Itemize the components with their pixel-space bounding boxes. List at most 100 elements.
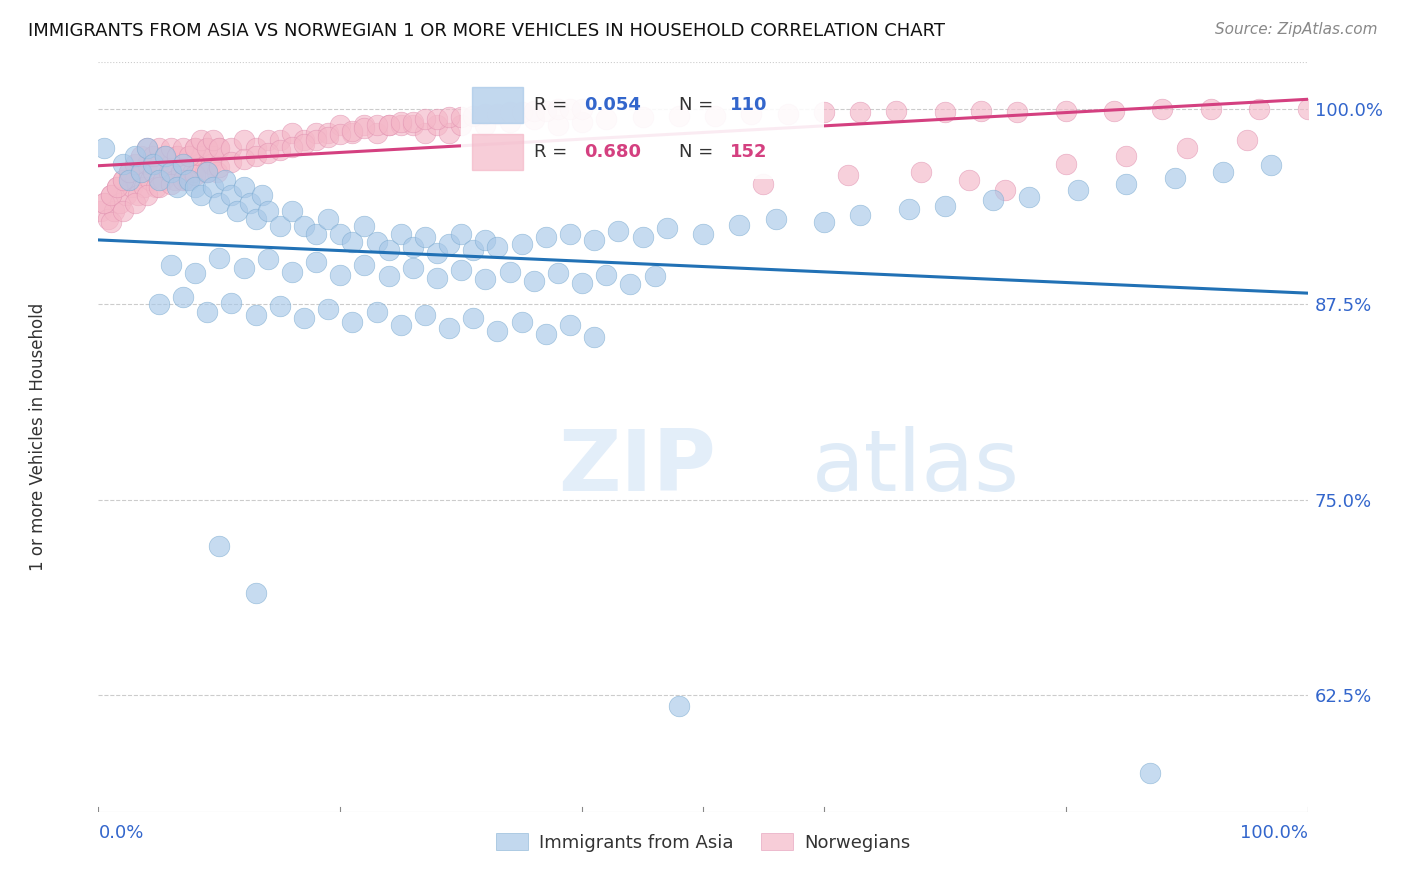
Point [172,157,194,171]
Point [108,196,131,211]
Point [100,215,122,229]
Point [208,160,231,174]
Point [329,128,352,142]
Point [176,172,198,186]
Point [160,164,183,178]
Text: atlas: atlas [811,425,1019,508]
Point [389,318,412,332]
Point [316,126,339,140]
Point [402,261,425,276]
Point [281,203,304,218]
Point [463,108,485,122]
Point [184,141,207,155]
Point [765,211,787,226]
Point [195,164,218,178]
Point [498,115,520,129]
Point [221,188,243,202]
Point [214,172,236,186]
Point [105,180,128,194]
Point [523,103,546,118]
Point [994,184,1017,198]
Point [232,152,254,166]
Point [305,133,328,147]
Point [208,196,231,211]
Point [124,149,146,163]
Point [450,110,472,124]
Point [184,180,207,194]
Point [776,107,799,121]
Point [692,227,714,241]
Point [129,164,152,178]
Point [426,271,449,285]
Point [139,172,162,186]
Point [90,203,112,218]
Point [118,164,141,178]
Point [970,103,993,118]
Point [124,196,146,211]
Point [256,252,278,266]
Point [1139,765,1161,780]
Point [184,266,207,280]
Point [450,118,472,132]
Point [498,264,520,278]
Point [239,196,262,211]
Point [1152,102,1174,116]
Point [152,172,174,186]
Text: ZIP: ZIP [558,425,716,508]
Point [232,261,254,276]
Point [523,112,546,126]
Point [1054,103,1077,118]
Point [226,203,249,218]
Point [1212,164,1234,178]
Point [135,141,157,155]
Point [256,146,278,161]
Point [221,141,243,155]
Point [205,164,228,178]
Point [184,168,207,182]
Point [187,157,209,171]
Point [202,180,225,194]
Point [157,164,180,178]
Point [148,141,170,155]
Point [250,188,273,202]
Point [377,118,399,132]
Point [93,196,115,211]
Point [813,105,835,120]
Point [208,540,231,554]
Point [437,320,460,334]
Point [1249,102,1271,116]
Point [281,139,304,153]
Point [163,172,186,186]
Point [402,239,425,253]
Point [498,105,520,120]
Point [121,180,143,194]
Point [153,149,176,163]
Point [145,180,167,194]
Text: Source: ZipAtlas.com: Source: ZipAtlas.com [1215,22,1378,37]
Point [316,130,339,145]
Point [728,218,751,232]
Point [886,103,908,118]
Point [142,164,165,178]
Point [142,149,165,163]
Point [849,105,872,120]
Point [179,149,201,163]
Point [1102,103,1125,118]
Point [366,126,388,140]
Point [190,133,212,147]
Point [366,118,388,132]
Point [292,311,315,326]
Point [97,211,120,226]
Point [111,203,134,218]
Point [474,107,496,121]
Point [166,149,188,163]
Point [172,141,194,155]
Point [486,239,509,253]
Point [486,107,509,121]
Point [366,305,388,319]
Point [281,264,304,278]
Point [437,236,460,251]
Point [1296,102,1319,116]
Point [184,141,207,155]
Point [1067,184,1090,198]
